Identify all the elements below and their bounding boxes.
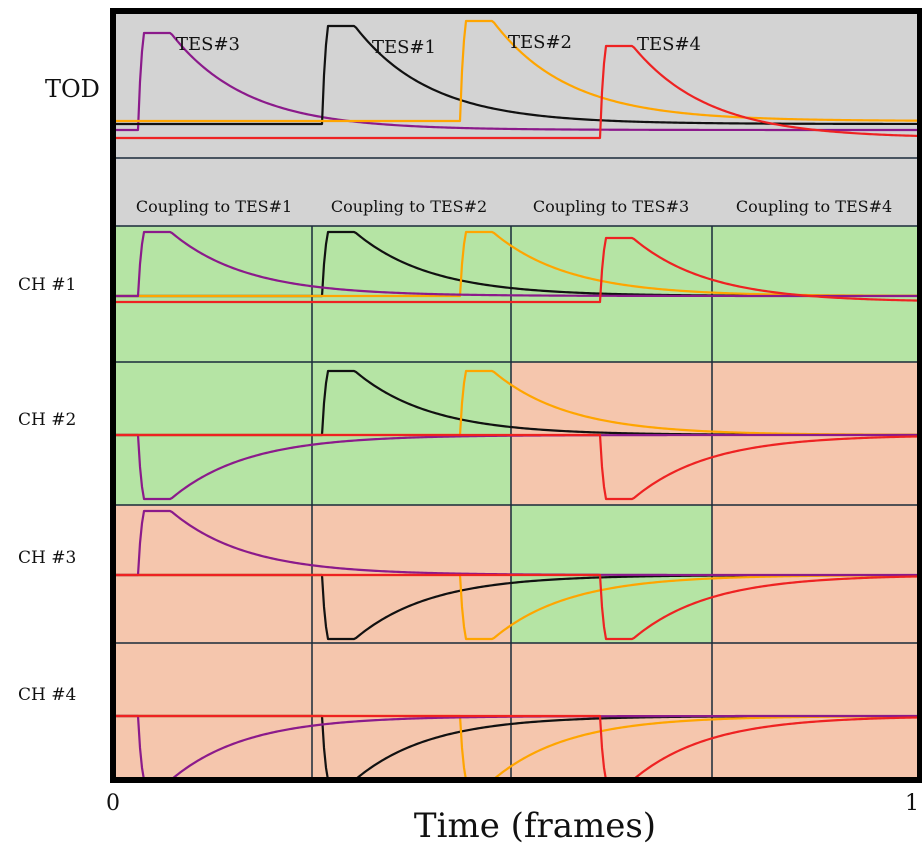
tod-trace-tes3 — [113, 31, 920, 132]
ch1-trace-tes3 — [113, 230, 920, 298]
cell-bg-ch4-tes4 — [712, 643, 920, 780]
figure-frame — [110, 8, 922, 783]
pulse-traces — [113, 19, 921, 782]
pulse-label-tes4: TES#4 — [637, 34, 701, 55]
channel-label-4: CH #4 — [18, 685, 76, 705]
channel-label-3: CH #3 — [18, 548, 76, 568]
channel-label-2: CH #2 — [18, 410, 76, 430]
coupling-header-4: Coupling to TES#4 — [736, 197, 892, 216]
tod-trace-tes1 — [113, 24, 920, 126]
x-axis-label: Time (frames) — [414, 806, 656, 843]
tod-trace-tes4 — [113, 44, 921, 140]
cell-bg-ch1-tes1 — [113, 226, 312, 362]
pulse-label-tes1: TES#1 — [372, 37, 436, 58]
cell-bg-ch4-tes3 — [511, 643, 712, 780]
cell-bg-ch2-tes2 — [312, 362, 511, 505]
x-axis-tick-0: 0 — [106, 791, 120, 816]
tod-trace-tes2 — [113, 19, 921, 123]
coupling-header-bg — [113, 158, 920, 226]
ch4-trace-tes4 — [113, 714, 921, 782]
cell-bg-ch4-tes2 — [312, 643, 511, 780]
pulse-label-tes3: TES#3 — [176, 34, 240, 55]
pulse-label-tes2: TES#2 — [508, 32, 572, 53]
tod-panel-bg — [113, 11, 920, 158]
cell-bg-ch2-tes1 — [113, 362, 312, 505]
ch1-trace-tes4 — [113, 236, 921, 304]
channel-label-1: CH #1 — [18, 275, 76, 295]
coupling-header-3: Coupling to TES#3 — [533, 197, 689, 216]
tod-label: TOD — [45, 75, 100, 103]
panel-dividers — [113, 157, 920, 780]
coupling-header-2: Coupling to TES#2 — [331, 197, 487, 216]
panel-backgrounds — [113, 11, 920, 780]
ch3-trace-tes4 — [113, 573, 921, 641]
x-axis-tick-1: 1 — [905, 791, 919, 816]
cell-bg-ch4-tes1 — [113, 643, 312, 780]
ch2-trace-tes4 — [113, 433, 921, 501]
coupling-header-1: Coupling to TES#1 — [136, 197, 292, 216]
